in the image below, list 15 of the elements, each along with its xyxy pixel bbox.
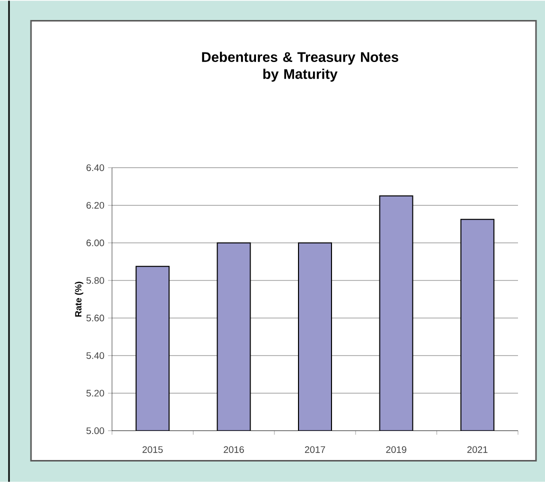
x-tick-label: 2021 [467, 446, 488, 453]
y-tick-label: 5.80 [86, 276, 104, 284]
y-tick-label: 5.40 [86, 352, 104, 359]
x-tick-label: 2016 [224, 446, 244, 453]
y-tick-label: 5.60 [86, 314, 104, 322]
x-tick-label: 2015 [142, 446, 163, 453]
x-tick-label: 2017 [304, 446, 326, 453]
y-tick-label: 5.00 [86, 427, 104, 434]
y-tick-label: 6.40 [86, 164, 104, 171]
x-tick-label: 2019 [386, 446, 406, 453]
y-tick-label: 5.20 [86, 390, 104, 396]
chart-title: Debentures & Treasury Notes by Maturity [202, 52, 398, 82]
y-tick-label: 6.20 [86, 202, 104, 208]
y-tick-label: 6.00 [86, 239, 104, 246]
y-axis-title: Rate (%) [74, 282, 84, 316]
